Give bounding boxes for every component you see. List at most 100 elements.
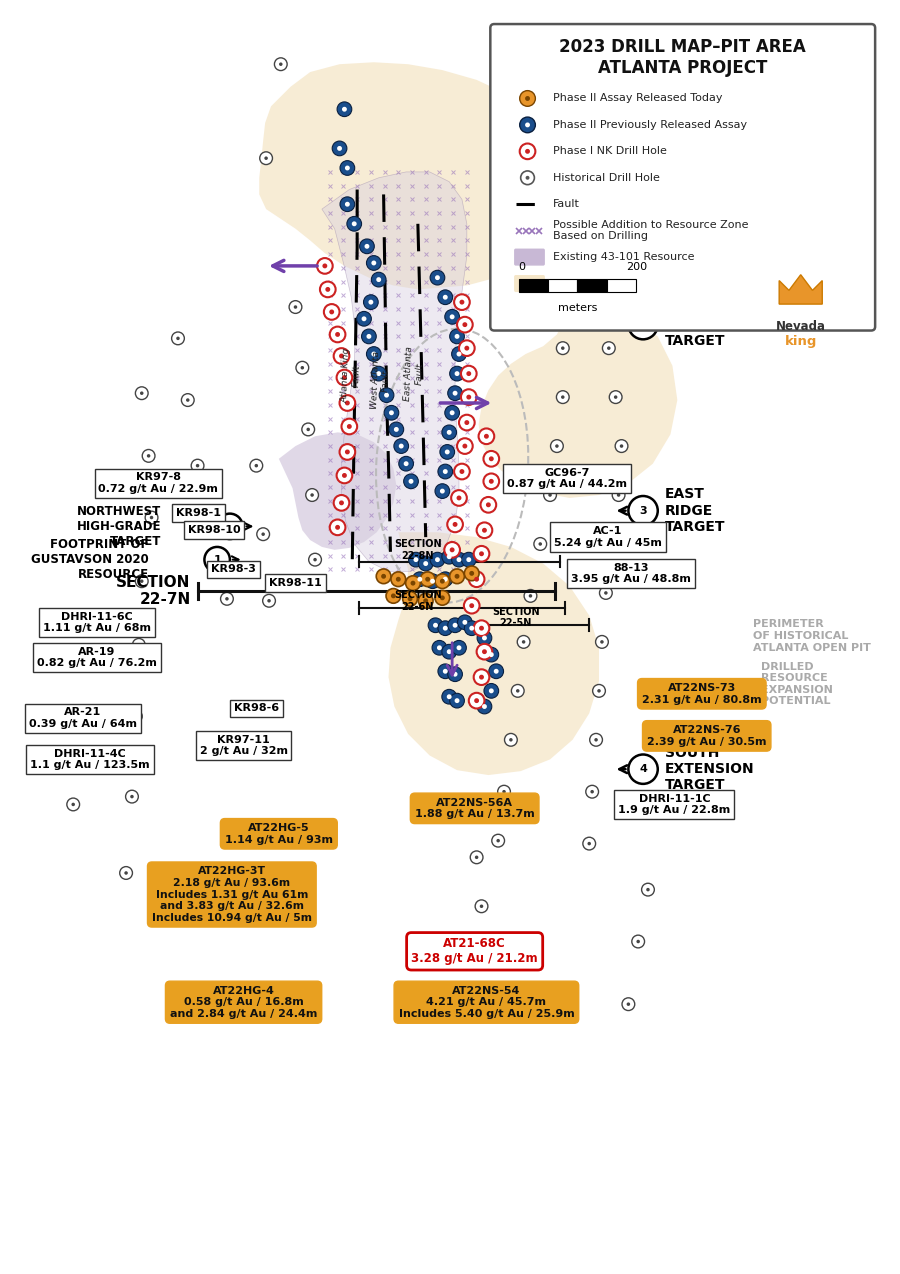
Bar xyxy=(607,279,636,292)
Circle shape xyxy=(440,445,454,460)
Circle shape xyxy=(628,754,658,784)
Text: FOOTPRINT OF
GUSTAVSON 2020
RESOURCE: FOOTPRINT OF GUSTAVSON 2020 RESOURCE xyxy=(31,538,148,581)
Circle shape xyxy=(445,310,460,324)
Circle shape xyxy=(622,998,634,1010)
Circle shape xyxy=(142,450,155,462)
Circle shape xyxy=(310,493,314,497)
Circle shape xyxy=(477,522,492,538)
Circle shape xyxy=(454,698,460,703)
Circle shape xyxy=(526,176,529,180)
Circle shape xyxy=(521,171,535,185)
Circle shape xyxy=(418,594,433,608)
Text: 3: 3 xyxy=(639,506,647,516)
Circle shape xyxy=(261,533,265,536)
Circle shape xyxy=(457,317,472,333)
Circle shape xyxy=(71,803,75,806)
Circle shape xyxy=(172,333,184,345)
Circle shape xyxy=(433,623,438,628)
Circle shape xyxy=(534,158,537,162)
Text: PERIMETER
OF HISTORICAL
ATLANTA OPEN PIT: PERIMETER OF HISTORICAL ATLANTA OPEN PIT xyxy=(752,619,870,652)
Circle shape xyxy=(489,479,494,484)
Circle shape xyxy=(452,641,466,655)
Circle shape xyxy=(376,371,382,376)
Circle shape xyxy=(473,620,490,636)
Circle shape xyxy=(396,577,400,582)
Circle shape xyxy=(446,554,452,559)
Text: 200: 200 xyxy=(626,261,647,271)
Circle shape xyxy=(134,715,138,719)
Circle shape xyxy=(494,669,499,674)
Circle shape xyxy=(342,473,346,478)
Circle shape xyxy=(450,548,454,553)
Circle shape xyxy=(425,573,440,589)
Text: AT22NS-56A
1.88 g/t Au / 13.7m: AT22NS-56A 1.88 g/t Au / 13.7m xyxy=(415,798,535,819)
Circle shape xyxy=(586,785,598,798)
Circle shape xyxy=(460,299,464,304)
Circle shape xyxy=(384,405,399,420)
Circle shape xyxy=(443,294,447,299)
Circle shape xyxy=(402,591,418,606)
Circle shape xyxy=(445,541,460,558)
Circle shape xyxy=(469,693,484,708)
Circle shape xyxy=(260,152,273,164)
Circle shape xyxy=(345,166,350,171)
Circle shape xyxy=(274,57,287,70)
Circle shape xyxy=(379,387,394,403)
Circle shape xyxy=(418,557,433,571)
Circle shape xyxy=(450,410,454,415)
Circle shape xyxy=(265,157,268,161)
Circle shape xyxy=(360,240,374,254)
Circle shape xyxy=(322,264,328,269)
Circle shape xyxy=(438,620,453,636)
Circle shape xyxy=(293,306,297,308)
FancyBboxPatch shape xyxy=(491,24,875,330)
Circle shape xyxy=(556,341,569,354)
Circle shape xyxy=(463,443,467,448)
Circle shape xyxy=(440,595,445,600)
Text: East Atlanta
Fault: East Atlanta Fault xyxy=(403,347,425,401)
Circle shape xyxy=(479,675,484,679)
Circle shape xyxy=(443,469,447,474)
Circle shape xyxy=(368,299,373,304)
Circle shape xyxy=(456,352,462,357)
Circle shape xyxy=(464,420,469,426)
Circle shape xyxy=(366,347,382,362)
Circle shape xyxy=(452,347,466,362)
Circle shape xyxy=(334,348,349,364)
Circle shape xyxy=(435,275,440,280)
Circle shape xyxy=(542,200,545,203)
Circle shape xyxy=(486,502,491,507)
Circle shape xyxy=(479,626,484,631)
Circle shape xyxy=(324,304,339,320)
Text: AT22NS-73
2.31 g/t Au / 80.8m: AT22NS-73 2.31 g/t Au / 80.8m xyxy=(642,683,761,705)
Circle shape xyxy=(412,572,427,586)
Circle shape xyxy=(464,598,480,614)
Circle shape xyxy=(339,354,344,358)
Circle shape xyxy=(497,838,500,842)
Circle shape xyxy=(522,640,526,643)
Circle shape xyxy=(558,297,562,301)
Circle shape xyxy=(469,572,484,587)
Text: Target Area: Target Area xyxy=(553,279,617,288)
Circle shape xyxy=(489,652,494,657)
Circle shape xyxy=(413,557,418,562)
Circle shape xyxy=(463,322,467,327)
Circle shape xyxy=(356,311,372,326)
Circle shape xyxy=(410,581,416,586)
Circle shape xyxy=(454,573,460,578)
Polygon shape xyxy=(322,172,467,572)
Circle shape xyxy=(477,699,491,713)
Text: Possible Addition to Resource Zone
Based on Drilling: Possible Addition to Resource Zone Based… xyxy=(553,220,749,242)
Circle shape xyxy=(454,294,470,310)
Circle shape xyxy=(74,717,86,730)
Text: AR-21
0.39 g/t Au / 64m: AR-21 0.39 g/t Au / 64m xyxy=(29,707,137,729)
Circle shape xyxy=(525,122,530,127)
Bar xyxy=(548,279,578,292)
Text: AT22NS-54
4.21 g/t Au / 45.7m
Includes 5.40 g/t Au / 25.9m: AT22NS-54 4.21 g/t Au / 45.7m Includes 5… xyxy=(399,986,574,1019)
Circle shape xyxy=(489,456,494,461)
Circle shape xyxy=(404,461,409,466)
Circle shape xyxy=(592,684,606,697)
Circle shape xyxy=(362,329,376,344)
Circle shape xyxy=(438,464,453,479)
Circle shape xyxy=(456,557,462,562)
